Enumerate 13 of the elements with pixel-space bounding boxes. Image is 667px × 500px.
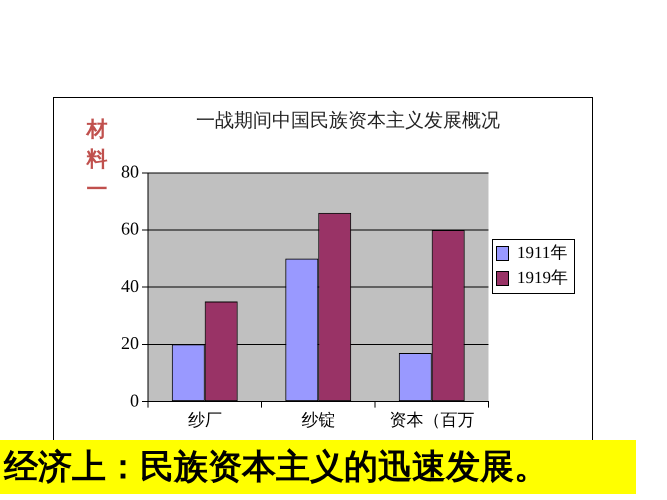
legend-label: 1911年 (517, 242, 568, 262)
legend-label: 1919年 (517, 268, 568, 287)
text: 经济上：民族资本主义的迅速发展。 (0, 440, 636, 494)
chart-title: 一战期间中国民族资本主义发展概况 (196, 109, 500, 132)
y-tick-label: 20 (121, 333, 139, 354)
y-tick-label: 80 (121, 162, 139, 182)
y-tick-label: 40 (121, 276, 139, 296)
text: 材料一 (86, 116, 108, 203)
x-tick-label: 纱锭 (301, 410, 336, 430)
x-tick-label: 资本（百万 (389, 410, 474, 430)
y-tick-label: 0 (130, 390, 139, 410)
y-tick-label: 60 (121, 218, 139, 239)
x-tick-label: 纱厂 (188, 410, 222, 430)
